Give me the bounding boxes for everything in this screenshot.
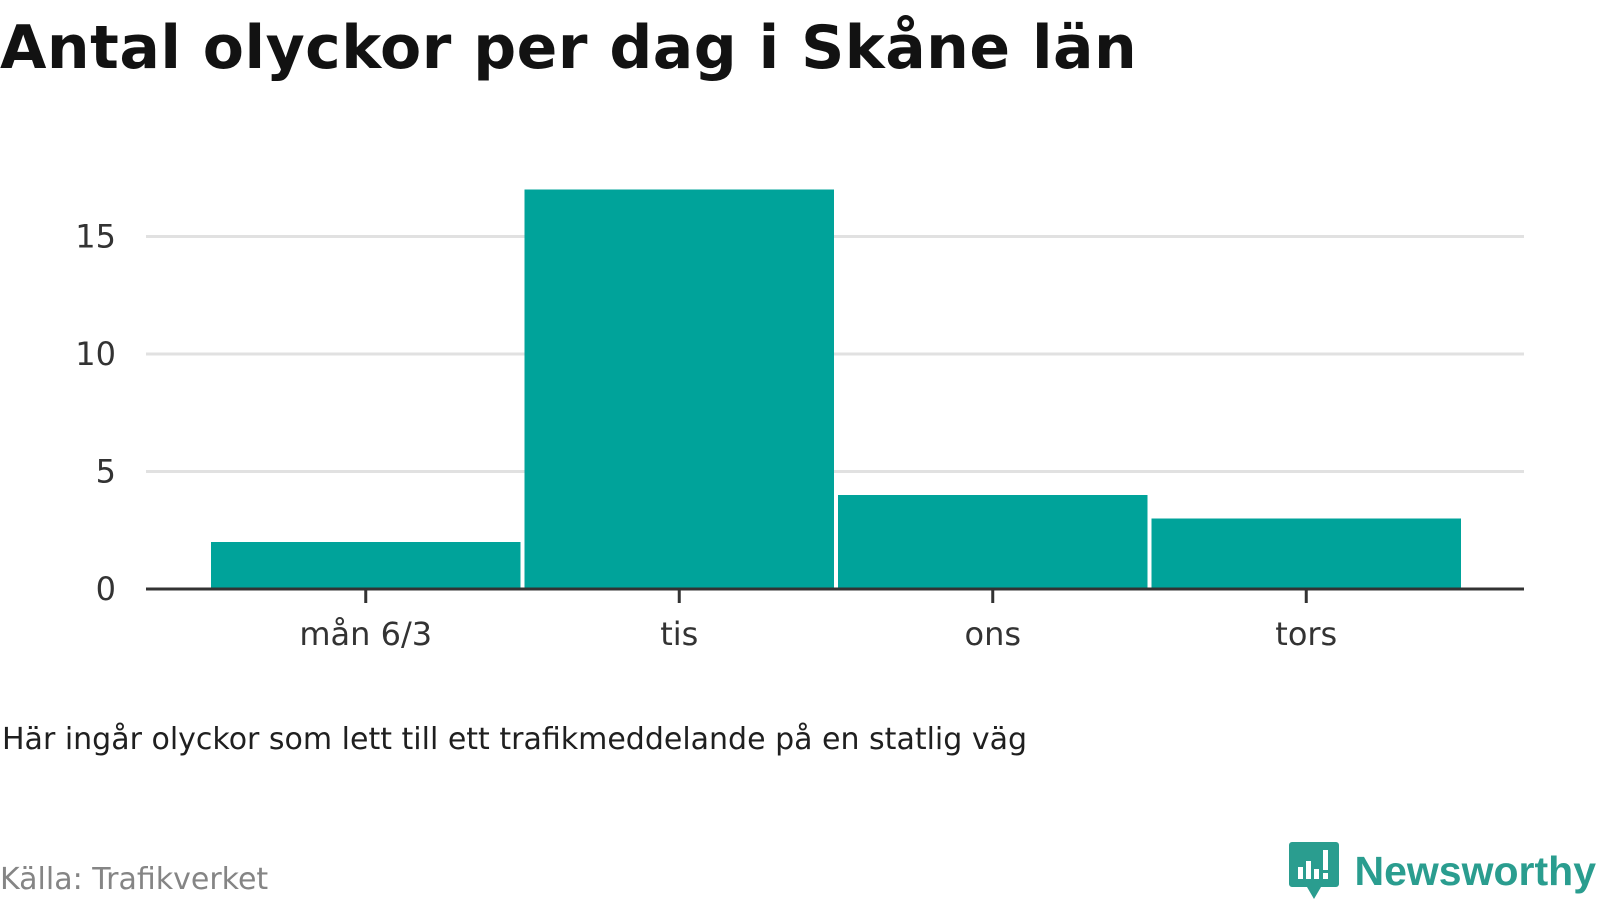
y-tick-labels: 0 5 10 15 bbox=[75, 218, 116, 609]
logo-text: Newsworthy bbox=[1354, 847, 1597, 894]
x-tick-label: tors bbox=[1275, 615, 1337, 653]
x-tick-label: ons bbox=[964, 615, 1021, 653]
x-tick-labels: mån 6/3 tis ons tors bbox=[299, 615, 1337, 653]
bars bbox=[211, 189, 1461, 589]
bar bbox=[211, 542, 521, 589]
source-label: Källa: Trafikverket bbox=[0, 862, 269, 897]
bar bbox=[524, 189, 834, 589]
chart-note: Här ingår olyckor som lett till ett traf… bbox=[2, 722, 1028, 757]
chart-title: Antal olyckor per dag i Skåne län bbox=[0, 13, 1138, 83]
newsworthy-logo-icon bbox=[1288, 842, 1339, 899]
bar bbox=[1151, 518, 1461, 589]
grid-lines bbox=[146, 235, 1524, 473]
bar bbox=[838, 495, 1148, 589]
y-tick-label: 15 bbox=[75, 218, 116, 256]
bar-chart: 0 5 10 15 mån 6/3 tis ons tors bbox=[75, 189, 1524, 653]
x-tick-label: mån 6/3 bbox=[299, 615, 432, 653]
x-tick-marks bbox=[364, 589, 1308, 603]
y-tick-label: 5 bbox=[96, 453, 116, 491]
y-tick-label: 10 bbox=[75, 335, 116, 373]
y-tick-label: 0 bbox=[96, 570, 116, 608]
newsworthy-logo[interactable]: Newsworthy bbox=[1288, 842, 1597, 900]
x-tick-label: tis bbox=[660, 615, 698, 653]
